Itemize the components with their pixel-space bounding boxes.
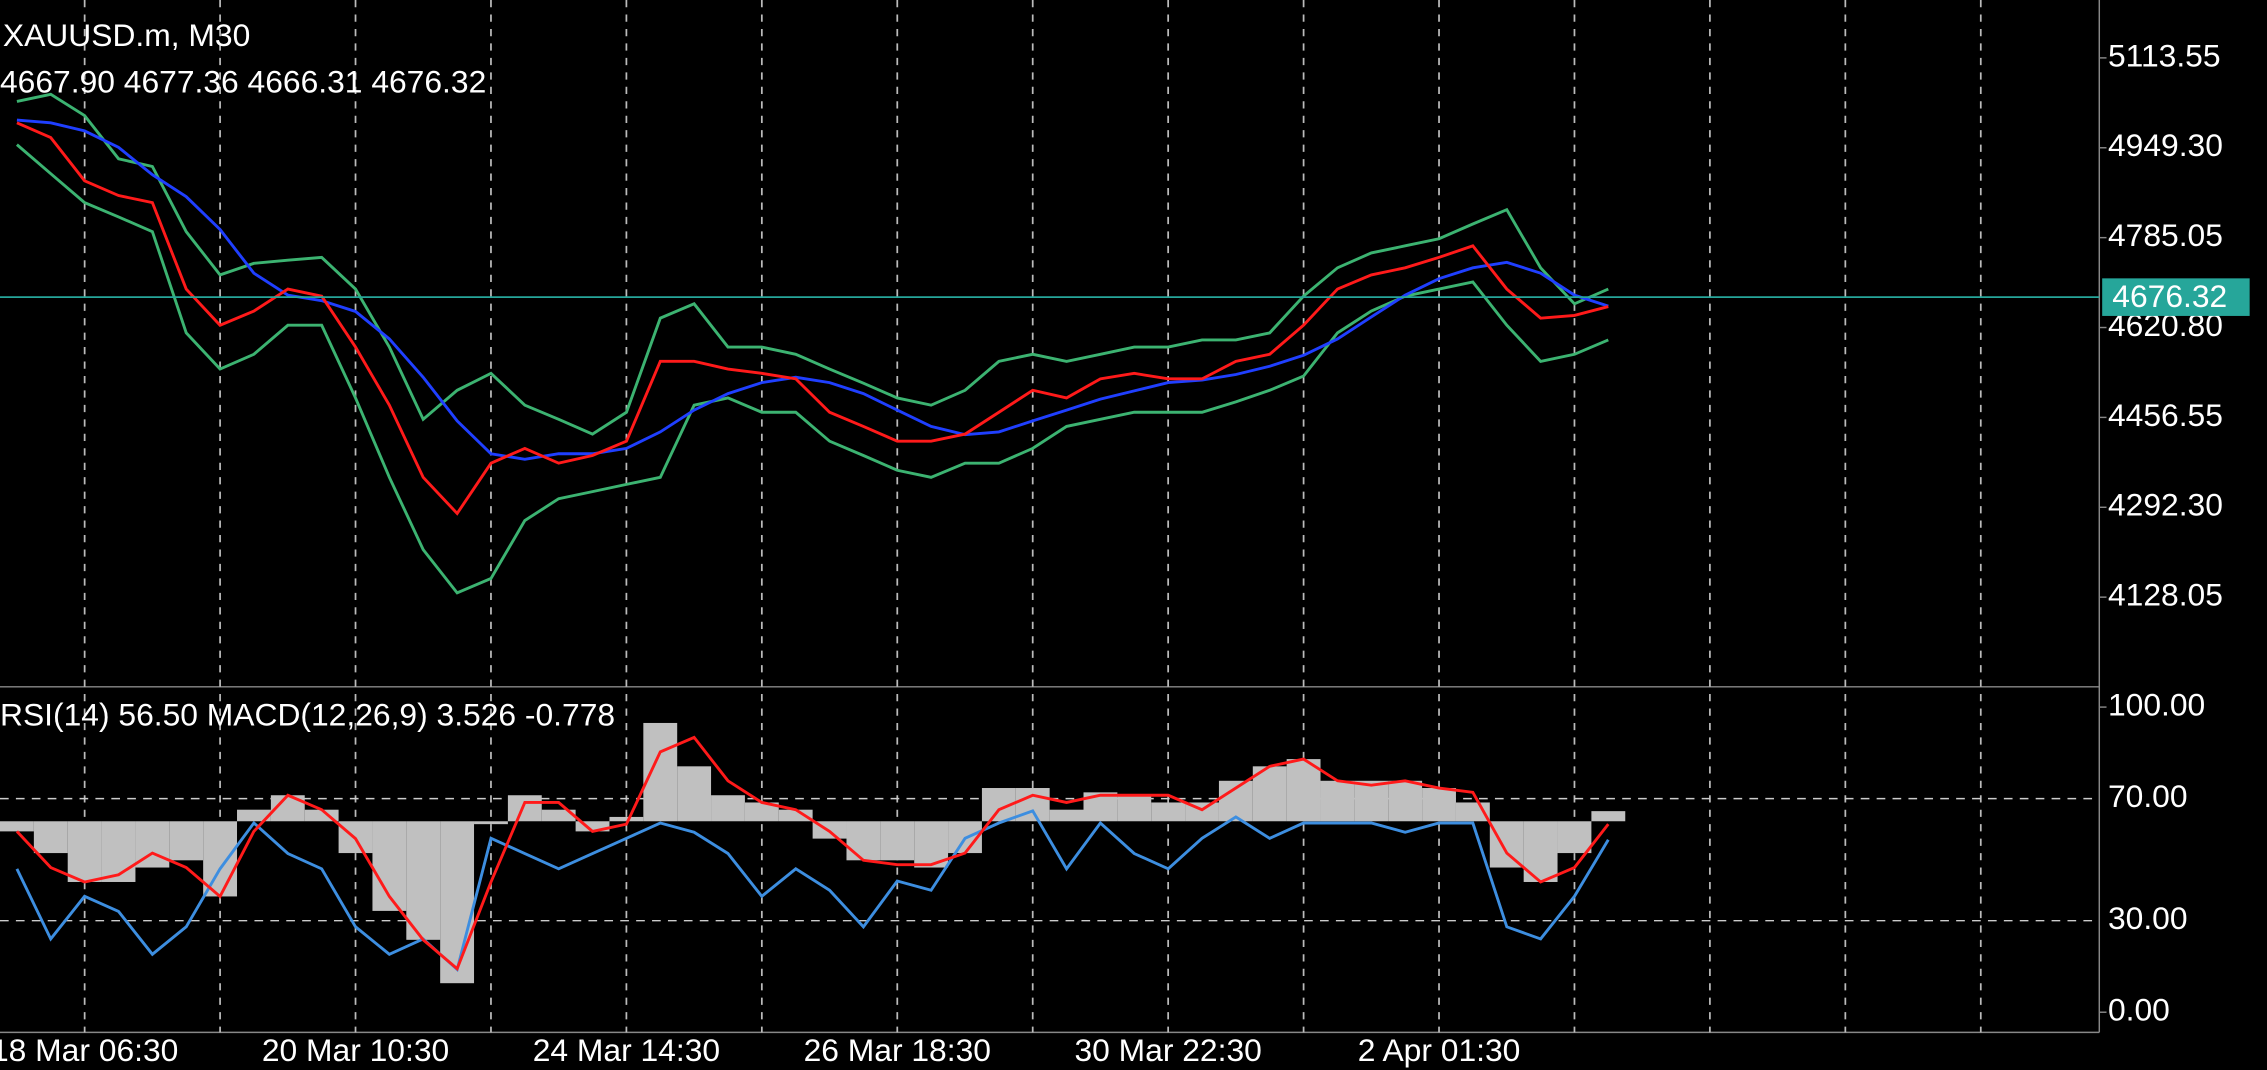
- x-tick-label: 20 Mar 10:30: [262, 1032, 449, 1068]
- histogram-bar: [609, 816, 644, 822]
- histogram-bar: [1151, 802, 1186, 822]
- y-tick-label: 4128.05: [2108, 577, 2223, 613]
- histogram-bar: [1117, 795, 1152, 822]
- histogram-bar: [1489, 821, 1524, 868]
- histogram-bar: [643, 722, 678, 822]
- histogram-bar: [846, 821, 881, 861]
- histogram-bar: [0, 821, 34, 832]
- histogram-bar: [541, 809, 576, 822]
- histogram-bar: [1049, 809, 1084, 822]
- histogram-bar: [880, 821, 915, 861]
- y-tick-label: 4949.30: [2108, 127, 2223, 163]
- series-line: [16, 92, 1609, 436]
- histogram-bar: [440, 821, 475, 984]
- histogram-bar: [778, 809, 813, 822]
- chart-title: XAUUSD.m, M30: [3, 17, 250, 53]
- y-tick-label: 5113.55: [2108, 37, 2221, 73]
- histogram-bar: [1591, 811, 1626, 822]
- series-line: [15, 735, 1610, 972]
- histogram-bar: [406, 821, 441, 940]
- y-tick-label: 100.00: [2108, 686, 2205, 722]
- histogram-bar: [304, 809, 339, 822]
- y-tick-label: 70.00: [2108, 778, 2188, 814]
- x-tick-label: 24 Mar 14:30: [533, 1032, 720, 1068]
- series-line: [16, 121, 1609, 516]
- marks: [0, 92, 2100, 984]
- last-price-label: 4676.32: [2112, 278, 2227, 314]
- ohlc-values: 4667.90 4677.36 4666.31 4676.32: [0, 63, 486, 99]
- histogram-bar: [203, 821, 238, 897]
- histogram-bar: [1388, 780, 1423, 822]
- series-line: [15, 143, 1609, 595]
- histogram-bar: [744, 802, 779, 822]
- histogram-bar: [1422, 788, 1456, 822]
- histogram-bar: [1286, 759, 1321, 822]
- x-tick-label: 26 Mar 18:30: [804, 1032, 991, 1068]
- x-tick-label: 18 Mar 06:30: [0, 1032, 178, 1068]
- y-tick-label: 30.00: [2108, 900, 2188, 936]
- histogram-bar: [474, 821, 508, 825]
- histogram-bar: [1320, 780, 1355, 822]
- histogram-bar: [101, 821, 136, 882]
- y-tick-label: 4292.30: [2108, 487, 2223, 523]
- y-tick-label: 0.00: [2108, 992, 2170, 1028]
- histogram-bar: [33, 821, 68, 854]
- histogram-bar: [1252, 766, 1287, 822]
- labels: XAUUSD.m, M30 4667.90 4677.36 4666.31 46…: [0, 17, 2250, 1068]
- histogram-bar: [507, 795, 542, 822]
- histogram-bar: [169, 821, 204, 861]
- histogram-bar: [711, 795, 745, 822]
- y-tick-label: 4785.05: [2108, 217, 2223, 253]
- histogram-bar: [677, 766, 712, 822]
- histogram-bar: [1354, 780, 1389, 822]
- series-line: [15, 809, 1610, 973]
- y-tick-label: 4456.55: [2108, 397, 2223, 433]
- histogram-bar: [67, 821, 102, 882]
- histogram-bar: [1557, 821, 1592, 854]
- x-tick-label: 2 Apr 01:30: [1358, 1032, 1521, 1068]
- indicator-title: RSI(14) 56.50 MACD(12,26,9) 3.526 -0.778: [0, 697, 615, 733]
- x-tick-label: 30 Mar 22:30: [1074, 1032, 1261, 1068]
- last-price-box: [2102, 278, 2250, 316]
- histogram-bar: [575, 821, 610, 832]
- histogram-bar: [237, 809, 271, 822]
